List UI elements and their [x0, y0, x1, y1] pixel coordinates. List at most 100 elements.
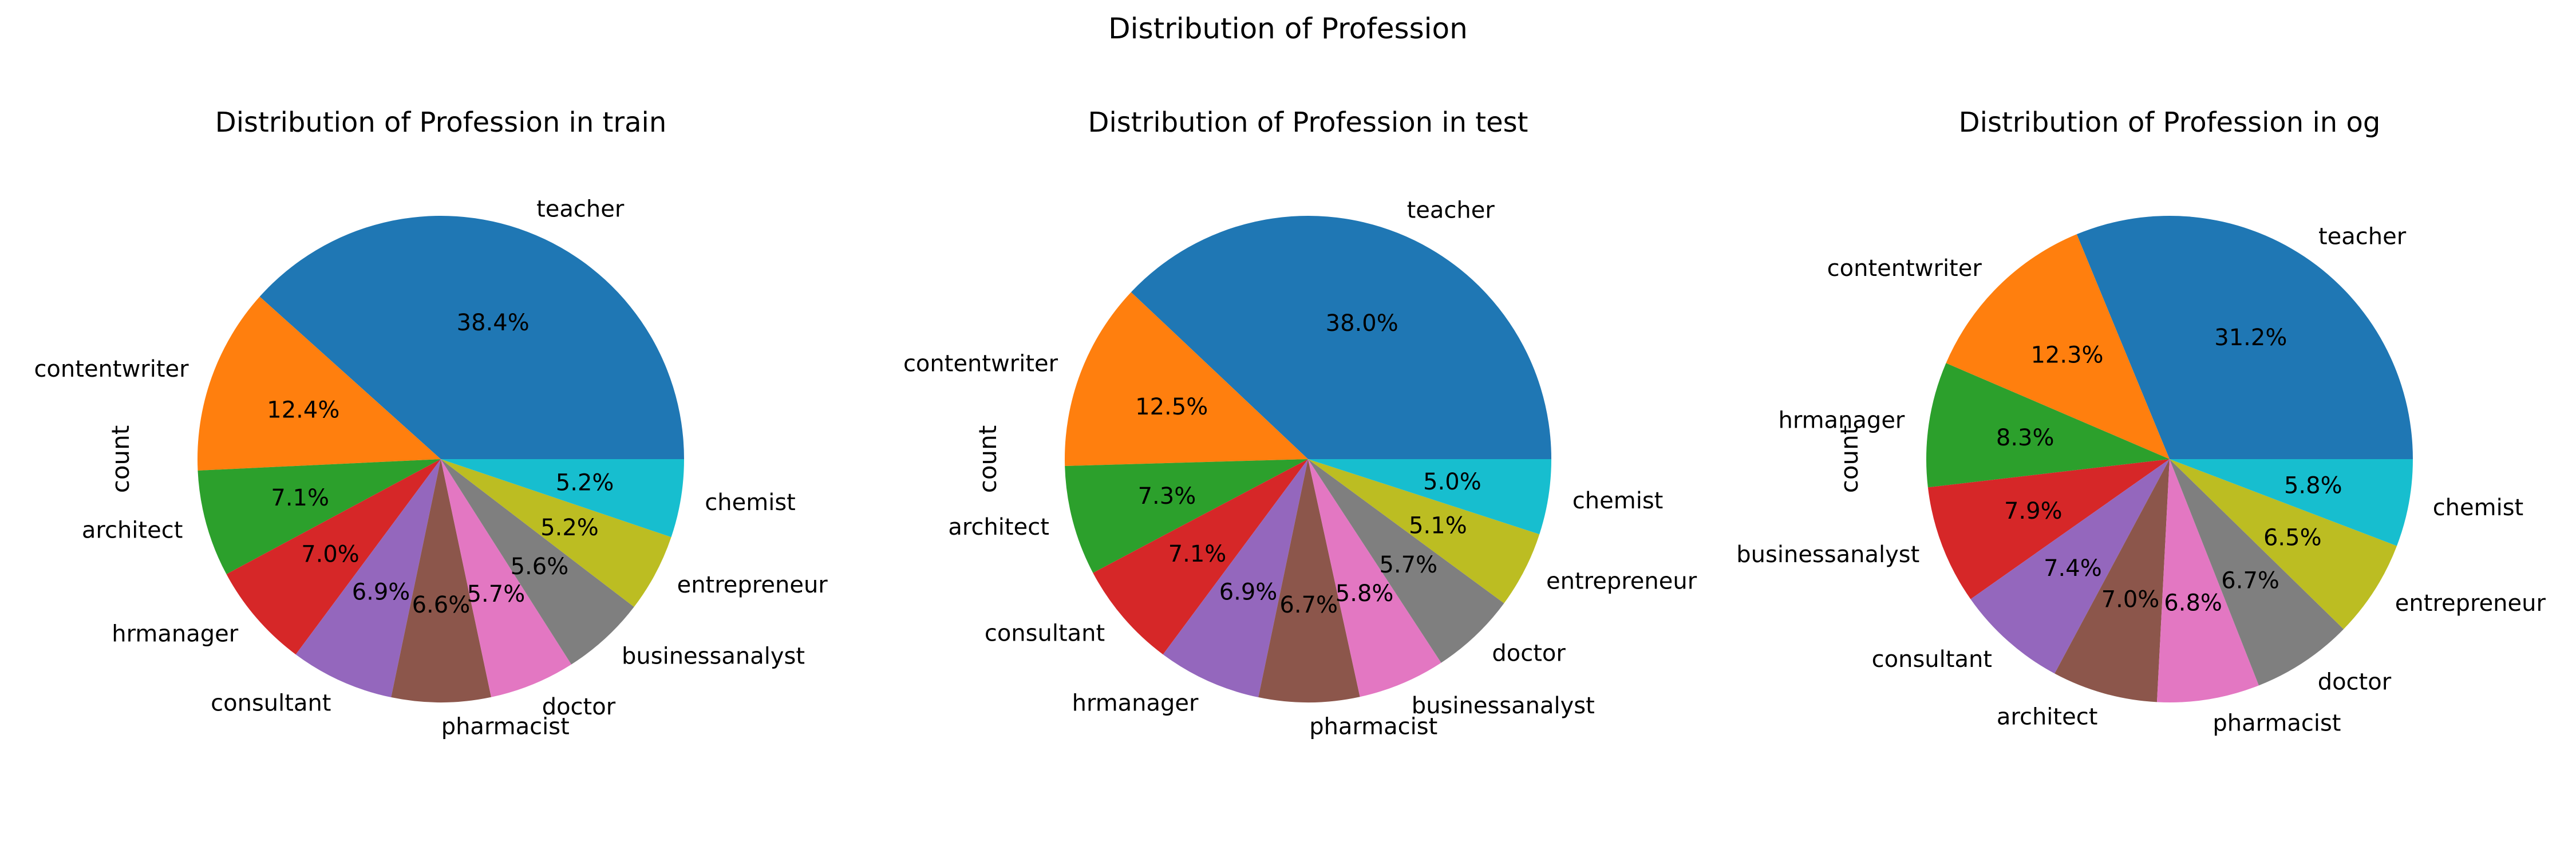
pie-slice-teacher — [2076, 215, 2413, 459]
pie-slice-architect — [197, 459, 441, 575]
pie-percent-label: 7.1% — [271, 485, 329, 511]
pie-percent-label: 7.3% — [1138, 483, 1196, 510]
pie-percent-label: 5.8% — [2284, 472, 2342, 499]
pie-category-label: architect — [948, 514, 1049, 540]
pie-category-label: entrepreneur — [677, 572, 828, 598]
pie-slice-doctor — [441, 459, 572, 697]
pie-percent-label: 6.7% — [1279, 592, 1338, 618]
pie-title: Distribution of Profession in test — [1088, 106, 1528, 139]
pie-slice-pharmacist — [2156, 459, 2259, 703]
pie-slice-architect — [1065, 459, 1308, 573]
pie-slice-hrmanager — [1163, 459, 1308, 698]
figure-suptitle: Distribution of Profession — [1108, 12, 1468, 45]
pie-chart-1: Distribution of Profession in train count… — [34, 106, 828, 740]
pie-percent-label: 12.4% — [267, 397, 339, 424]
pie-category-label: chemist — [2433, 495, 2524, 521]
pie-category-label: entrepreneur — [1546, 568, 1697, 594]
pie-slice-businessanalyst — [1308, 459, 1441, 697]
pie-slice-entrepreneur — [1308, 459, 1540, 603]
pie-category-label: businessanalyst — [622, 643, 805, 670]
pie-percent-label: 6.8% — [2164, 590, 2222, 617]
pie-percent-label: 5.1% — [1409, 512, 1467, 539]
pie-slice-chemist — [2170, 459, 2413, 546]
pie-category-label: contentwriter — [34, 356, 189, 382]
pie-percent-label: 6.6% — [412, 592, 471, 618]
pie-slice-entrepreneur — [2170, 459, 2397, 629]
pie-slice-hrmanager — [1926, 363, 2170, 488]
pie-chart-3: Distribution of Profession in og count 31.… — [1736, 106, 2546, 736]
pie-percent-label: 5.8% — [1336, 580, 1394, 607]
pie-percent-label: 5.2% — [556, 469, 614, 496]
pie-percent-label: 38.4% — [457, 310, 530, 336]
pie-category-label: hrmanager — [112, 621, 238, 647]
pie-percent-label: 5.7% — [467, 581, 526, 607]
pie-slice-entrepreneur — [441, 459, 671, 607]
pie-category-label: doctor — [2318, 669, 2392, 695]
pie-category-label: pharmacist — [2212, 710, 2341, 736]
pie-category-label: contentwriter — [1827, 255, 1982, 282]
pie-category-label: hrmanager — [1072, 690, 1199, 717]
pie-slice-consultant — [1970, 459, 2170, 674]
pie-slice-teacher — [259, 216, 684, 459]
pie-percent-label: 5.7% — [1379, 552, 1437, 578]
pie-ylabel: count — [1835, 425, 1863, 493]
pie-slice-chemist — [1308, 459, 1551, 535]
pie-slice-architect — [2055, 459, 2170, 702]
pie-category-label: businessanalyst — [1412, 693, 1595, 719]
pie-slice-doctor — [2170, 459, 2344, 686]
pie-percent-label: 8.3% — [1996, 425, 2055, 451]
pie-chart-2: Distribution of Profession in test count 3… — [903, 106, 1697, 740]
pie-ylabel: count — [106, 425, 135, 493]
pie-percent-label: 12.3% — [2030, 342, 2103, 368]
pie-slice-contentwriter — [197, 297, 441, 471]
pie-percent-label: 6.5% — [2263, 524, 2322, 551]
pie-slice-doctor — [1308, 459, 1504, 663]
pie-ylabel: count — [974, 425, 1002, 493]
pie-percent-label: 5.2% — [540, 515, 599, 541]
pie-category-label: contentwriter — [903, 351, 1058, 377]
pie-category-label: pharmacist — [1309, 714, 1437, 740]
pie-category-label: teacher — [1407, 198, 1495, 224]
pie-category-label: doctor — [1492, 641, 1566, 667]
pie-percent-label: 12.5% — [1135, 394, 1208, 420]
pie-slice-chemist — [441, 459, 684, 538]
pie-category-label: chemist — [1573, 488, 1664, 514]
pie-category-label: entrepreneur — [2395, 590, 2546, 617]
pie-category-label: architect — [1997, 704, 2098, 730]
pie-slice-teacher — [1131, 215, 1552, 459]
pie-category-label: consultant — [1872, 646, 1992, 673]
pie-percent-label: 5.6% — [511, 554, 569, 580]
pie-category-label: architect — [82, 518, 183, 544]
pie-category-label: teacher — [536, 196, 625, 222]
pie-slice-hrmanager — [226, 459, 441, 655]
pie-percent-label: 7.4% — [2044, 555, 2102, 582]
pie-percent-label: 6.9% — [1219, 579, 1278, 606]
pie-slice-businessanalyst — [1927, 459, 2170, 599]
pie-title: Distribution of Profession in train — [215, 106, 667, 139]
pie-percent-label: 31.2% — [2214, 325, 2287, 351]
pie-percent-label: 7.1% — [1168, 541, 1227, 567]
pie-category-label: businessanalyst — [1736, 542, 1919, 568]
pie-slice-consultant — [1093, 459, 1308, 655]
pie-category-label: consultant — [985, 621, 1105, 647]
pie-category-label: pharmacist — [441, 714, 570, 740]
pie-title: Distribution of Profession in og — [1959, 106, 2381, 139]
pie-slice-contentwriter — [1065, 292, 1308, 466]
pie-category-label: teacher — [2318, 223, 2407, 250]
pie-percent-label: 38.0% — [1326, 310, 1398, 337]
pie-slice-contentwriter — [1946, 234, 2170, 459]
pie-category-label: hrmanager — [1779, 408, 1905, 434]
pie-category-label: consultant — [211, 690, 331, 717]
pie-percent-label: 5.0% — [1423, 469, 1481, 495]
pie-slice-pharmacist — [1258, 459, 1360, 703]
pie-slice-pharmacist — [391, 459, 492, 703]
pie-category-label: chemist — [705, 489, 796, 516]
pie-percent-label: 6.7% — [2221, 567, 2279, 594]
pie-category-label: doctor — [542, 694, 616, 720]
pie-percent-label: 6.9% — [352, 579, 410, 606]
pie-percent-label: 7.9% — [2004, 498, 2063, 524]
pie-percent-label: 7.0% — [2101, 587, 2160, 613]
pie-slice-businessanalyst — [441, 459, 634, 665]
